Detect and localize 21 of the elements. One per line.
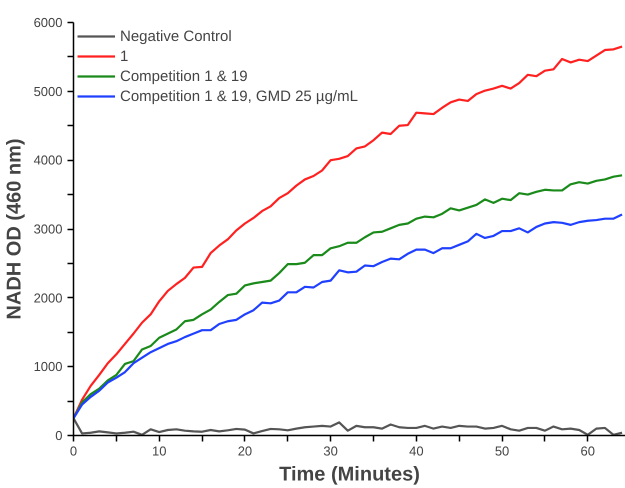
y-tick-label: 0 <box>55 428 63 443</box>
legend-label: Competition 1 & 19, GMD 25 µg/mL <box>120 87 358 105</box>
x-tick-label: 50 <box>494 444 510 458</box>
x-axis-title: Time (Minutes) <box>279 464 420 486</box>
y-tick-label: 3000 <box>34 222 62 236</box>
y-tick-label: 2000 <box>34 290 62 306</box>
legend-label: Negative Control <box>120 27 232 45</box>
x-tick-label: 40 <box>409 444 424 458</box>
y-tick-label: 6000 <box>34 15 62 30</box>
legend-label: 1 <box>120 47 130 65</box>
y-tick-label: 1000 <box>34 359 62 374</box>
y-axis-title: NADH OD (460 nm) <box>4 138 26 320</box>
x-tick-label: 10 <box>152 444 166 458</box>
x-tick-label: 60 <box>580 444 596 458</box>
x-tick-label: 30 <box>323 444 338 458</box>
y-tick-label: 4000 <box>34 152 62 168</box>
y-tick-label: 5000 <box>34 84 62 99</box>
x-tick-label: 20 <box>238 444 252 458</box>
x-tick-label: 0 <box>70 444 78 458</box>
legend-label: Competition 1 & 19 <box>120 67 248 85</box>
line-series <box>74 213 624 420</box>
